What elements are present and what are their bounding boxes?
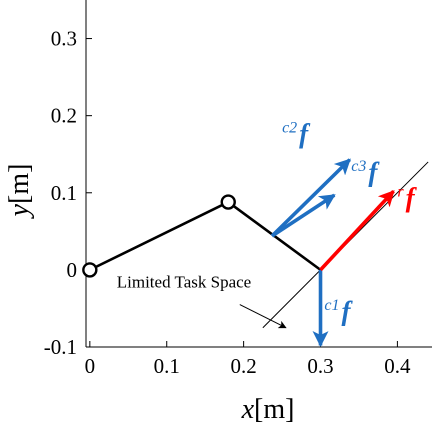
force-label-symbol: f <box>406 183 418 213</box>
x-tick-label: 0.3 <box>307 354 333 378</box>
force-label-c1: c1f <box>324 296 353 326</box>
force-label-c3: c3f <box>351 157 380 187</box>
y-tick-label: 0.3 <box>51 27 77 51</box>
y-axis-label: y[m] <box>4 164 35 220</box>
force-arrow-r <box>319 190 395 272</box>
y-axis-label-unit: [m] <box>4 164 35 204</box>
robot-joint <box>82 262 98 278</box>
y-tick-label: 0 <box>67 258 78 282</box>
tick-labels: 0 0.1 0.2 0.3 0.4 -0.1 0 0.1 0.2 0.3 <box>44 27 411 378</box>
x-tick-label: 0.2 <box>230 354 256 378</box>
y-tick-label: 0.2 <box>51 104 77 128</box>
force-label-symbol: f <box>341 296 353 326</box>
axes <box>85 0 432 348</box>
x-axis-label: x[m] <box>241 394 295 424</box>
x-axis-label-var: x <box>241 394 255 424</box>
force-label-superscript: c1 <box>324 297 339 314</box>
robot-joint <box>220 194 236 210</box>
force-arrow-c2 <box>270 158 351 238</box>
annotation-arrow <box>239 304 287 329</box>
force-label-symbol: f <box>299 119 311 149</box>
y-tick-label: -0.1 <box>44 335 77 359</box>
x-tick-label: 0 <box>85 354 96 378</box>
annotation-label: Limited Task Space <box>117 273 251 292</box>
force-label-superscript: r <box>397 184 404 201</box>
x-tick-label: 0.1 <box>154 354 180 378</box>
force-arrow-c3 <box>271 193 336 238</box>
force-label-c2: c2f <box>282 119 311 149</box>
force-label-superscript: c2 <box>282 120 297 137</box>
y-axis-label-var: y <box>4 203 35 219</box>
force-label-symbol: f <box>368 157 380 187</box>
force-label-r: rf <box>397 183 417 213</box>
x-axis-label-unit: [m] <box>254 394 294 424</box>
y-tick-label: 0.1 <box>51 181 77 205</box>
x-tick-label: 0.4 <box>384 354 411 378</box>
force-label-superscript: c3 <box>351 158 366 175</box>
robot-link <box>88 200 230 272</box>
